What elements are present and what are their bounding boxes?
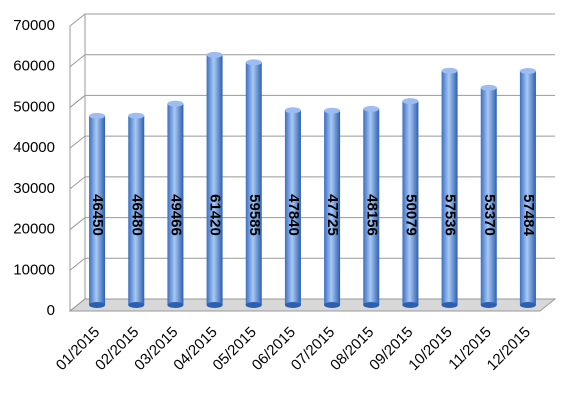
y-tick-label: 20000 bbox=[13, 221, 55, 238]
value-label: 57536 bbox=[442, 194, 459, 236]
grid-line bbox=[69, 135, 555, 149]
y-tick-label: 30000 bbox=[13, 180, 55, 197]
value-label: 46480 bbox=[128, 194, 145, 236]
bar-base bbox=[363, 302, 380, 308]
bar-base bbox=[206, 302, 223, 308]
bar-base bbox=[402, 302, 419, 308]
bar-cap bbox=[402, 98, 419, 105]
grid-line bbox=[69, 54, 555, 68]
bar-cap bbox=[480, 84, 497, 91]
value-label: 50079 bbox=[402, 194, 419, 236]
value-label: 47840 bbox=[285, 194, 302, 236]
value-label: 57484 bbox=[520, 194, 537, 236]
bar-cap bbox=[206, 51, 223, 58]
x-tick-label: 12/2015 bbox=[484, 324, 534, 374]
value-label: 53370 bbox=[481, 194, 498, 236]
bar-base bbox=[89, 302, 106, 308]
bar-cap bbox=[167, 100, 184, 107]
bar-base bbox=[324, 302, 341, 308]
bar-base bbox=[441, 302, 458, 308]
y-tick-label: 40000 bbox=[13, 139, 55, 156]
value-label: 48156 bbox=[363, 194, 380, 236]
bar-cap bbox=[324, 107, 341, 114]
y-tick-label: 60000 bbox=[13, 58, 55, 75]
grid-line bbox=[69, 257, 555, 271]
bar bbox=[402, 101, 419, 305]
bar-base bbox=[480, 302, 497, 308]
bar bbox=[128, 115, 145, 305]
bar bbox=[519, 70, 536, 305]
bar bbox=[167, 103, 184, 305]
bar bbox=[480, 87, 497, 305]
bar-base bbox=[128, 302, 145, 308]
x-tick-label: 10/2015 bbox=[405, 324, 455, 374]
bar-base bbox=[519, 302, 536, 308]
bar bbox=[324, 110, 341, 305]
y-tick-label: 0 bbox=[47, 302, 55, 319]
bar-cap bbox=[363, 105, 380, 112]
bar bbox=[441, 70, 458, 306]
grid-line bbox=[69, 298, 555, 312]
bar-cap bbox=[284, 107, 301, 114]
value-label: 49466 bbox=[167, 194, 184, 236]
grid-line bbox=[69, 217, 555, 230]
bar bbox=[206, 54, 223, 305]
value-label: 59585 bbox=[246, 194, 263, 236]
bar-cap bbox=[441, 67, 458, 74]
bar-base bbox=[167, 302, 184, 308]
grid-line bbox=[69, 13, 555, 27]
bar-cap bbox=[519, 67, 536, 74]
bar bbox=[245, 62, 262, 305]
value-label: 61420 bbox=[207, 194, 224, 236]
y-tick-label: 70000 bbox=[13, 17, 55, 34]
bar-cap bbox=[128, 112, 145, 119]
bar bbox=[89, 115, 106, 305]
bar-base bbox=[245, 302, 262, 308]
value-label: 47725 bbox=[324, 194, 341, 236]
bar-cap bbox=[89, 112, 106, 119]
bar-base bbox=[284, 302, 301, 308]
y-tick-label: 10000 bbox=[13, 261, 55, 278]
grid-line bbox=[69, 176, 555, 190]
bar-cap bbox=[245, 59, 262, 66]
bar bbox=[363, 108, 380, 306]
y-tick-label: 50000 bbox=[13, 98, 55, 115]
bar bbox=[284, 110, 301, 305]
value-label: 46450 bbox=[89, 194, 106, 236]
grid-line bbox=[69, 94, 555, 108]
